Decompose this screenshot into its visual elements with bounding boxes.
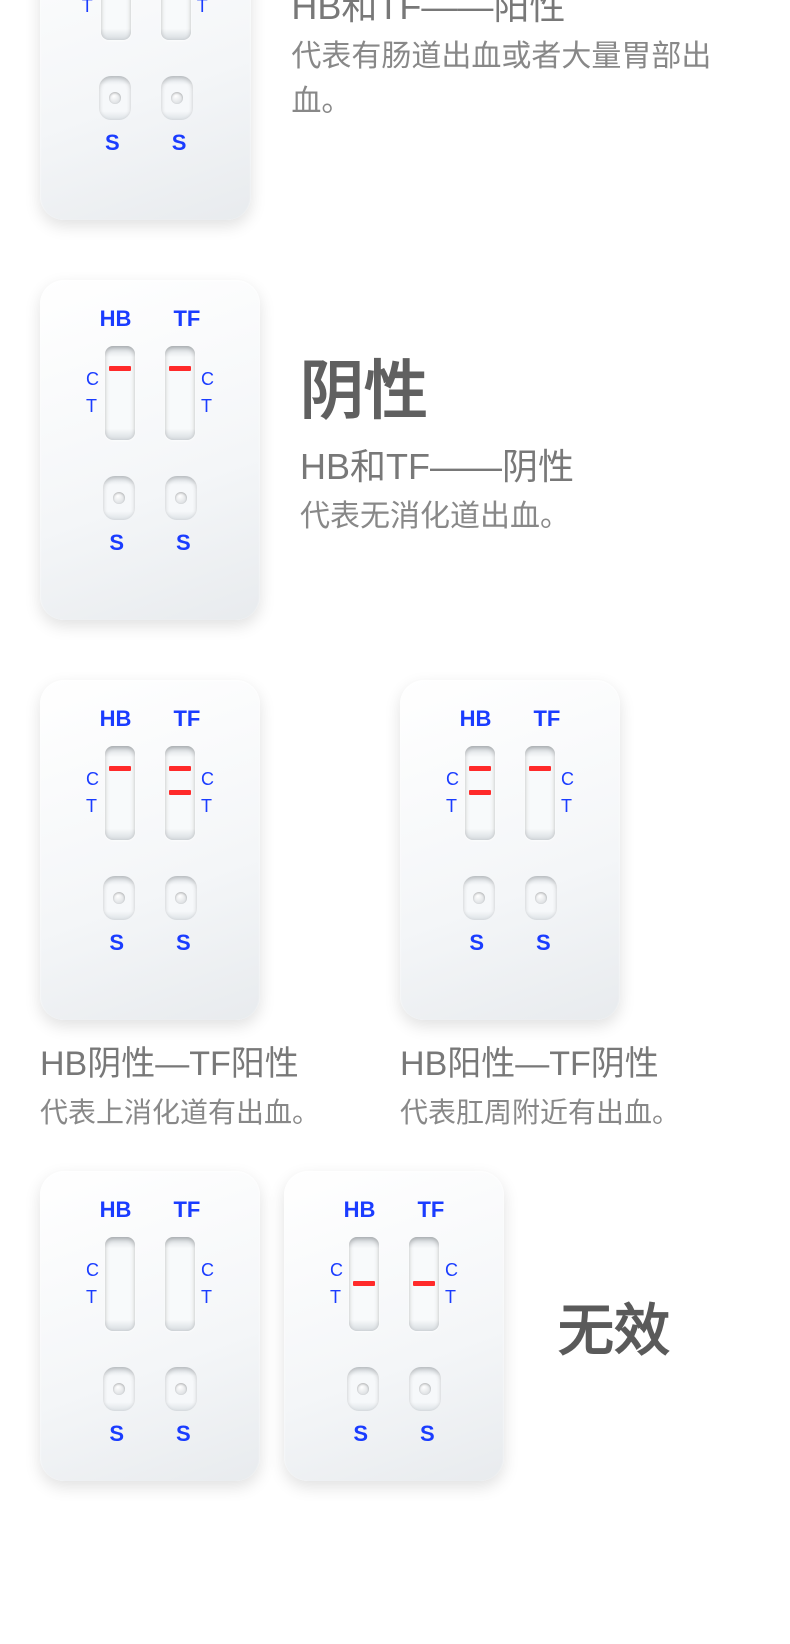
strip-hb <box>105 346 135 440</box>
test-device-negative: HB TF CT CT S S <box>40 280 260 620</box>
desc-mixed-right: 代表肛周附近有出血。 <box>400 1091 680 1131</box>
mixed-section: HBTF CT CT SS <box>0 680 790 1131</box>
label-hb: HB <box>100 306 132 332</box>
strip-tf <box>165 346 195 440</box>
title-negative: 阴性 <box>300 340 574 432</box>
label-s: S <box>172 130 187 156</box>
ct-labels-left: CT <box>82 0 95 17</box>
subtitle-positive: HB和TF——阳性 <box>291 0 750 30</box>
negative-section: HB TF CT CT S S 阴性 <box>0 280 790 620</box>
desc-mixed-left: 代表上消化道有出血。 <box>40 1091 320 1131</box>
test-device-positive: HB TF CT CT <box>40 0 251 220</box>
test-device-mixed-left: HBTF CT CT SS <box>40 680 260 1020</box>
strip-tf <box>161 0 191 40</box>
test-device-invalid-2: HBTF CT CT SS <box>284 1171 504 1481</box>
ct-labels-right: CT <box>197 0 210 17</box>
subtitle-negative: HB和TF——阴性 <box>300 438 574 490</box>
label-s: S <box>105 130 120 156</box>
desc-positive: 代表有肠道出血或者大量胃部出血。 <box>291 34 750 124</box>
well-hb <box>99 76 131 120</box>
subtitle-mixed-left: HB阴性—TF阳性 <box>40 1036 320 1085</box>
invalid-section: HBTF CT CT SS HBTF CT <box>0 1171 790 1481</box>
well-tf <box>161 76 193 120</box>
strip-hb <box>101 0 131 40</box>
test-device-invalid-1: HBTF CT CT SS <box>40 1171 260 1481</box>
desc-negative: 代表无消化道出血。 <box>300 494 574 539</box>
title-invalid: 无效 <box>558 1286 670 1367</box>
subtitle-mixed-right: HB阳性—TF阴性 <box>400 1036 680 1085</box>
label-tf: TF <box>173 306 200 332</box>
positive-section: HB TF CT CT <box>0 0 790 220</box>
test-device-mixed-right: HBTF CT CT SS <box>400 680 620 1020</box>
sample-wells <box>99 76 193 120</box>
